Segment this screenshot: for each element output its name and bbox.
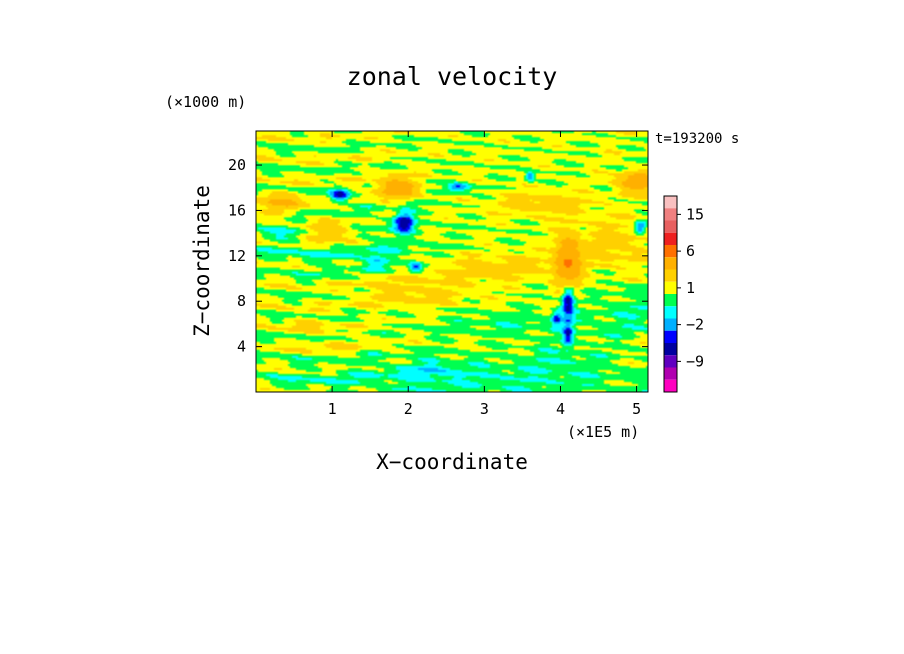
plot-frame	[255, 130, 649, 393]
colorbar-band	[664, 232, 677, 245]
y-axis-label: Z−coordinate	[190, 185, 214, 337]
colorbar-band	[664, 379, 677, 392]
colorbar-band	[664, 281, 677, 294]
colorbar-band	[664, 318, 677, 331]
colorbar-band	[664, 269, 677, 282]
colorbar-frame	[663, 195, 678, 393]
x-tick-label: 4	[556, 400, 565, 418]
y-tick-label: 8	[237, 292, 246, 310]
colorbar-band	[664, 367, 677, 380]
x-tick-label: 3	[480, 400, 489, 418]
y-tick-label: 16	[228, 201, 246, 219]
colorbar-band	[664, 330, 677, 343]
y-tick-label: 20	[228, 156, 246, 174]
colorbar: 15 6 1 −2 −9	[663, 195, 704, 393]
x-tick-label: 5	[632, 400, 641, 418]
y-unit-label: (×1000 m)	[165, 93, 246, 111]
y-axis-ticks: 4 8 12 16 20	[228, 156, 648, 356]
time-label: t=193200 s	[655, 131, 739, 147]
x-unit-label: (×1E5 m)	[567, 423, 639, 441]
colorbar-band	[664, 245, 677, 258]
colorbar-band	[664, 343, 677, 356]
colorbar-band	[664, 257, 677, 270]
colorbar-label: 1	[686, 279, 695, 297]
y-tick-label: 4	[237, 338, 246, 356]
colorbar-label: −9	[686, 352, 704, 370]
colorbar-band	[664, 355, 677, 368]
colorbar-label: −2	[686, 316, 704, 334]
velocity-field	[256, 131, 648, 392]
x-axis-label: X−coordinate	[376, 450, 528, 474]
y-tick-label: 12	[228, 247, 246, 265]
colorbar-band	[664, 294, 677, 307]
colorbar-band	[664, 220, 677, 233]
colorbar-band	[664, 306, 677, 319]
x-axis-ticks: 1 2 3 4 5	[328, 131, 641, 418]
colorbar-band	[664, 208, 677, 221]
x-tick-label: 1	[328, 400, 337, 418]
colorbar-band	[664, 196, 677, 209]
x-tick-label: 2	[404, 400, 413, 418]
chart-title: zonal velocity	[347, 62, 558, 91]
colorbar-label: 6	[686, 242, 695, 260]
colorbar-label: 15	[686, 205, 704, 223]
